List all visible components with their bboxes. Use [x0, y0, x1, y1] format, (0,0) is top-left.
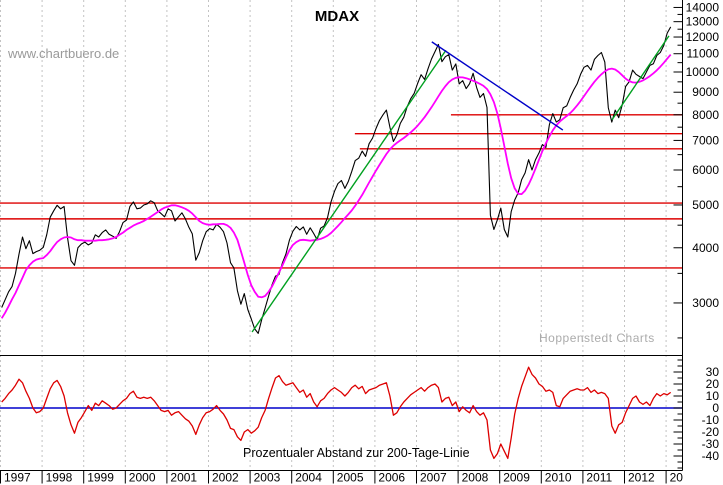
y-axis-label: -40	[702, 449, 720, 463]
x-axis-label: 2012	[628, 471, 655, 485]
y-axis-label: 12000	[686, 30, 720, 44]
x-axis-label: 1997	[4, 471, 31, 485]
y-axis-label: 4000	[692, 241, 719, 255]
y-axis-label: 10000	[686, 65, 720, 79]
y-axis-label: 7000	[692, 133, 719, 147]
indicator-label: Prozentualer Abstand zur 200-Tage-Linie	[243, 446, 470, 460]
y-axis-label: 14000	[686, 0, 720, 14]
x-axis-label: 2001	[170, 471, 197, 485]
y-axis-label: 3000	[692, 296, 719, 310]
y-axis-label: 0	[712, 401, 719, 415]
y-axis-label: -20	[702, 425, 720, 439]
watermark: www.chartbuero.de	[8, 46, 120, 61]
trend-line	[611, 35, 670, 121]
y-axis-label: 11000	[687, 47, 720, 61]
x-axis-label: 2008	[462, 471, 489, 485]
price-series	[1, 26, 672, 334]
x-axis-label: 20	[670, 471, 684, 485]
x-axis-label: 2002	[212, 471, 239, 485]
x-axis-label: 1998	[46, 471, 73, 485]
y-axis-label: -30	[702, 437, 720, 451]
x-axis-label: 2004	[295, 471, 322, 485]
x-axis-label: 1999	[87, 471, 114, 485]
y-axis-label: -10	[702, 413, 720, 427]
ma-series	[0, 54, 672, 319]
page-title: MDAX	[314, 8, 360, 25]
y-axis-label: 9000	[692, 85, 719, 99]
y-axis-label: 6000	[692, 163, 719, 177]
y-axis-label: 20	[706, 377, 720, 391]
branding-label: Hoppenstedt Charts	[539, 331, 655, 345]
y-axis-label: 5000	[692, 198, 719, 212]
y-axis-label: 30	[706, 365, 720, 379]
x-axis-label: 2000	[129, 471, 156, 485]
y-axis-label: 13000	[686, 15, 720, 29]
x-axis-label: 2006	[378, 471, 405, 485]
trend-line	[431, 41, 564, 131]
y-axis-label: 10	[706, 389, 720, 403]
x-axis-label: 2011	[586, 471, 612, 485]
x-axis-label: 2003	[254, 471, 281, 485]
x-axis-label: 2009	[503, 471, 530, 485]
x-axis-label: 2005	[337, 471, 364, 485]
distance-series	[1, 366, 672, 460]
x-axis-label: 2010	[545, 471, 572, 485]
x-axis-label: 2007	[420, 471, 447, 485]
trend-line	[251, 49, 447, 333]
y-axis-label: 8000	[692, 108, 719, 122]
